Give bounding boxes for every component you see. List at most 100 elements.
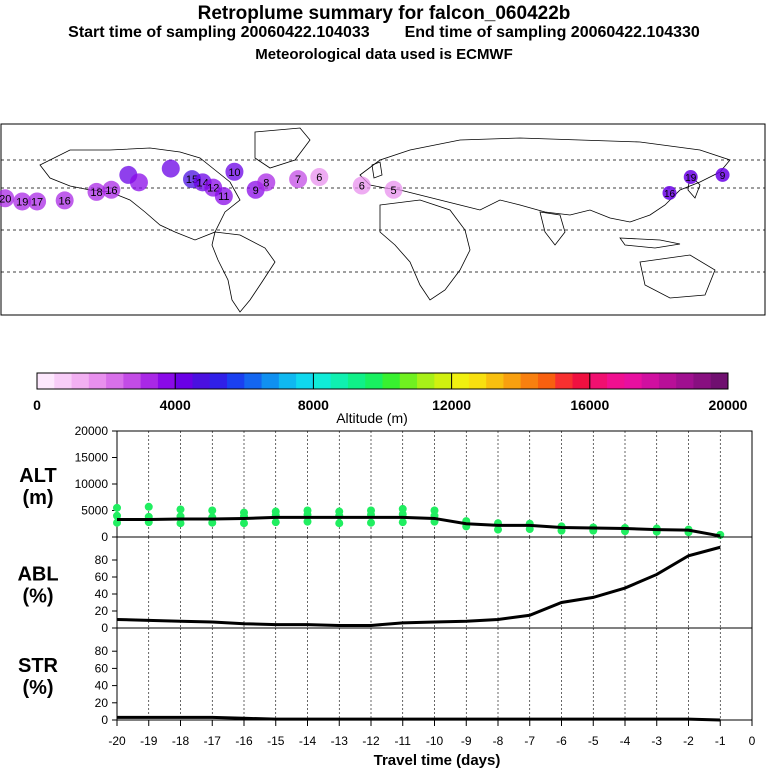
coastlines [39, 127, 731, 313]
colorbar-ticks: 0 4000 8000 12000 16000 20000 [33, 373, 748, 413]
y-tick-label: 15000 [75, 451, 109, 465]
colorbar-cell [572, 373, 591, 389]
x-axis: -20 -19 -18 -17 -16 -15 -14 -13 -12 -11 -10 -9 -8 -7-… [108, 720, 756, 748]
plume-marker-label: 15 [186, 174, 198, 186]
plume-marker [129, 173, 148, 192]
altitude-point [208, 506, 217, 515]
australia-outline [639, 254, 716, 299]
series-line [117, 715, 721, 722]
altitude-point [589, 523, 598, 532]
map-frame [0, 123, 766, 316]
colorbar-cell [347, 373, 366, 389]
plume-marker-label: 9 [720, 171, 726, 182]
colorbar-cell [37, 373, 55, 389]
altitude-point [652, 524, 661, 533]
altitude-point [430, 511, 439, 520]
altitude-point [208, 513, 217, 522]
altitude-point [652, 527, 661, 536]
altitude-point [589, 526, 598, 535]
altitude-point [398, 504, 407, 513]
plume-marker [102, 180, 121, 199]
plume-marker-label: 8 [263, 177, 269, 189]
x-tick-label: -18 [172, 734, 190, 748]
colorbar-cell [192, 373, 211, 389]
colorbar-cell [417, 373, 435, 389]
altitude-point [113, 511, 121, 520]
altitude-point [144, 518, 153, 527]
colorbar-border [36, 372, 729, 390]
colorbar-cell [399, 373, 418, 389]
plume-marker [310, 168, 329, 187]
altitude-point [621, 523, 629, 532]
x-tick-label: -2 [683, 734, 694, 748]
plume-marker-label: 16 [105, 185, 117, 197]
start-time-label: Start time of sampling 20060422.104033 [68, 24, 370, 41]
india-outline [539, 211, 566, 246]
colorbar-cell [486, 373, 504, 389]
plume-marker-label: 11 [218, 191, 229, 203]
altitude-point [240, 512, 248, 521]
y-tick-label: 0 [101, 713, 108, 727]
colorbar-cell [261, 373, 280, 389]
panel-frame [116, 627, 753, 721]
greenland-outline [254, 127, 311, 169]
altitude-point [113, 518, 121, 527]
plume-marker [0, 189, 15, 208]
colorbar-cell [296, 373, 314, 389]
plume-marker [55, 191, 74, 210]
altitude-point [144, 502, 153, 511]
altitude-point [367, 510, 375, 519]
colorbar-cell [54, 373, 73, 389]
plume-marker-label: 16 [59, 195, 71, 207]
y-tick-label: 60 [95, 570, 109, 584]
plume-marker [13, 192, 32, 211]
y-tick-label: 80 [95, 644, 109, 658]
indonesia-outline [619, 237, 681, 249]
altitude-point [303, 506, 312, 515]
plume-marker-label: 19 [685, 173, 697, 184]
altitude-point [621, 527, 629, 536]
map-border [0, 123, 766, 316]
x-tick-label: -16 [235, 734, 253, 748]
altitude-point [240, 519, 248, 528]
plume-marker [28, 192, 47, 211]
colorbar-cell [434, 373, 453, 389]
y-axis-label: ALT [19, 465, 56, 487]
altitude-point [271, 511, 280, 520]
colorbar-cell [71, 373, 90, 389]
plume-marker [204, 178, 223, 197]
altitude-point [494, 525, 502, 534]
colorbar-cell [451, 373, 470, 389]
colorbar-cell [520, 373, 539, 389]
y-tick-label: 10000 [75, 477, 109, 491]
plume-marker [161, 159, 180, 178]
altitude-point [176, 512, 185, 521]
altitude-point [208, 518, 217, 527]
x-tick-label: -4 [620, 734, 631, 748]
plume-marker [352, 176, 371, 195]
colorbar-cell [641, 373, 660, 389]
altitude-point [303, 517, 312, 526]
plume-marker [662, 185, 677, 200]
plume-marker [87, 182, 106, 201]
north-america-outline [39, 147, 241, 241]
x-axis-label: Travel time (days) [374, 752, 501, 768]
altitude-point [557, 522, 566, 531]
colorbar-tick-label: 0 [33, 397, 41, 413]
altitude-point [684, 525, 693, 534]
altitude-point [113, 503, 121, 512]
eurasia-outline [359, 137, 731, 223]
altitude-point [367, 506, 375, 515]
plume-marker-label: 17 [31, 196, 43, 208]
x-tick-label: -12 [362, 734, 380, 748]
colorbar-cell [209, 373, 228, 389]
plume-marker [683, 170, 698, 185]
altitude-point [144, 512, 153, 521]
colorbar-cell [658, 373, 677, 389]
x-tick-label: -17 [204, 734, 222, 748]
altitude-point [176, 519, 185, 528]
colorbar-cell [382, 373, 401, 389]
y-tick-label: 40 [95, 587, 109, 601]
